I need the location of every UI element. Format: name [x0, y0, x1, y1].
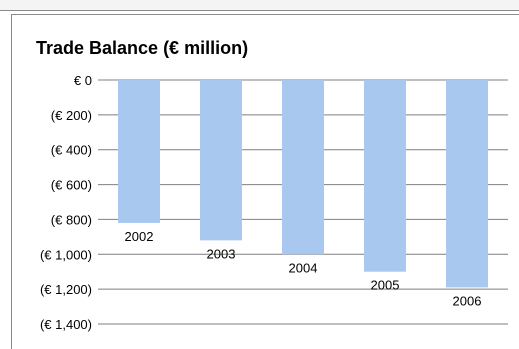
y-tick-label: € 0 — [74, 73, 92, 88]
chart-frame — [11, 14, 519, 349]
bars — [118, 80, 488, 288]
top-toolbar-strip — [0, 0, 519, 11]
category-label: 2004 — [289, 260, 318, 275]
bar-2003 — [200, 80, 242, 241]
y-axis-tick-labels: € 0 (€ 200) (€ 400) (€ 600) (€ 800) (€ 1,000)… — [40, 73, 92, 332]
bar-2002 — [118, 80, 160, 223]
category-label: 2002 — [125, 229, 154, 244]
category-label: 2003 — [207, 246, 236, 261]
y-tick-label: (€ 1,000) — [40, 247, 92, 262]
y-tick-label: (€ 800) — [51, 212, 92, 227]
y-tick-label: (€ 200) — [51, 108, 92, 123]
bar-2006 — [446, 80, 488, 288]
y-tick-label: (€ 600) — [51, 178, 92, 193]
y-tick-label: (€ 1,200) — [40, 282, 92, 297]
y-tick-label: (€ 1,400) — [40, 317, 92, 332]
category-label: 2006 — [453, 293, 482, 308]
category-label: 2005 — [371, 278, 400, 293]
category-labels: 2002 2003 2004 2005 2006 — [125, 229, 482, 308]
bar-2004 — [282, 80, 324, 255]
bar-2005 — [364, 80, 406, 272]
chart-title: Trade Balance (€ million) — [36, 38, 249, 58]
y-tick-label: (€ 400) — [51, 143, 92, 158]
